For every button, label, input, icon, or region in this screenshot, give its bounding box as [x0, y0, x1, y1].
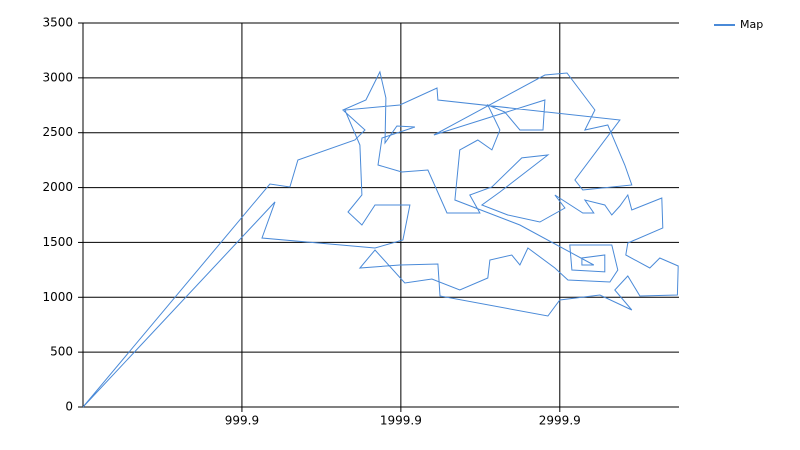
y-tick-label: 0	[65, 400, 73, 414]
y-tick-label: 1500	[42, 235, 73, 249]
y-tick-label: 500	[50, 345, 73, 359]
x-tick-label: 1999.9	[380, 414, 422, 428]
y-tick-label: 1000	[42, 290, 73, 304]
legend-label: Map	[740, 18, 763, 31]
y-tick-label: 2000	[42, 180, 73, 194]
y-tick-label: 3000	[42, 70, 73, 84]
y-tick-label: 2500	[42, 125, 73, 139]
y-tick-label: 3500	[42, 16, 73, 30]
x-tick-label: 999.9	[225, 414, 259, 428]
data-line	[82, 70, 679, 408]
x-tick-label: 2999.9	[539, 414, 581, 428]
